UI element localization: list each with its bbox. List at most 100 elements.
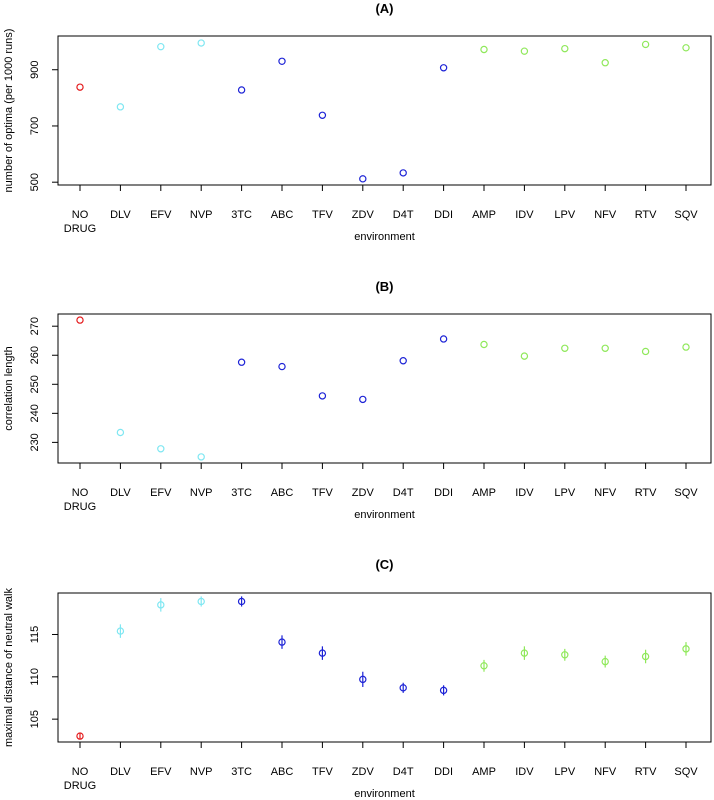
panel-3-xtick-label: RTV bbox=[635, 766, 657, 778]
panel-3-marker bbox=[318, 649, 327, 657]
panel-1-xtick-label: AMP bbox=[472, 209, 496, 221]
panel-3-xtick-label: LPV bbox=[554, 766, 575, 778]
panel-2-xtick-label-line: DDI bbox=[434, 487, 453, 499]
panel-3-point-ddi bbox=[439, 685, 448, 696]
panel-3-xtick-label: AMP bbox=[472, 766, 496, 778]
panel-3-point-nvp bbox=[197, 596, 205, 607]
panel-2-point-lpv bbox=[561, 344, 569, 352]
panel-3-point-d4t bbox=[399, 682, 407, 693]
panel-2-xtick-label-line: AMP bbox=[472, 487, 496, 499]
panel-2-marker bbox=[601, 344, 609, 352]
panel-2-xtick-label: D4T bbox=[393, 487, 414, 499]
panel-3-xtick-label-line: AMP bbox=[472, 766, 496, 778]
panel-1-point-tfv bbox=[318, 111, 327, 119]
panel-3-xtick-label-line: ZDV bbox=[352, 766, 375, 778]
panel-2-marker bbox=[561, 344, 569, 352]
panel-2-marker bbox=[197, 453, 205, 461]
panel-1-point-d4t bbox=[399, 169, 407, 177]
panel-1-xtick-label: ZDV bbox=[352, 209, 375, 221]
panel-3-marker bbox=[237, 597, 246, 606]
panel-2-xtick-label: AMP bbox=[472, 487, 496, 499]
panel-2-marker bbox=[682, 343, 690, 351]
panel-3-point-abc bbox=[278, 635, 286, 649]
panel-1-xtick-label-line: NVP bbox=[190, 209, 213, 221]
panel-1-xtick-label-line: 3TC bbox=[231, 209, 252, 221]
panel-2-xtick-label-line: DRUG bbox=[64, 501, 96, 513]
panel-1-xtick-label: SQV bbox=[674, 209, 698, 221]
panel-2-marker bbox=[399, 357, 407, 365]
panel-1-marker bbox=[601, 59, 609, 67]
panel-2-ytick-label: 230 bbox=[29, 433, 41, 451]
panel-1-xtick-label: DDI bbox=[434, 209, 453, 221]
panel-1-marker bbox=[561, 44, 569, 53]
panel-2-xtick-label-line: 3TC bbox=[231, 487, 252, 499]
panel-1-point-zdv bbox=[359, 175, 367, 183]
panel-2-marker bbox=[237, 358, 246, 366]
panel-1-marker bbox=[76, 83, 84, 91]
panel-3-xtick-label-line: DRUG bbox=[64, 780, 96, 792]
panel-2-xtick-label: SQV bbox=[674, 487, 698, 499]
panel-2-point-rtv bbox=[641, 347, 650, 356]
panel-2-marker bbox=[439, 335, 448, 343]
panel-3-xtick-label-line: ABC bbox=[271, 766, 294, 778]
panel-3-marker bbox=[641, 652, 650, 661]
panel-2-xtick-label: IDV bbox=[515, 487, 534, 499]
panel-2-point-abc bbox=[278, 362, 286, 371]
panel-3-xtick-label-line: EFV bbox=[150, 766, 172, 778]
panel-1-marker bbox=[157, 42, 165, 51]
panel-2-xtick-label-line: LPV bbox=[554, 487, 575, 499]
panel-1-xtick-label-line: DDI bbox=[434, 209, 453, 221]
panel-1-point-nvp bbox=[197, 39, 205, 47]
panel-1-xtick-label-line: NFV bbox=[594, 209, 617, 221]
panel-3-marker bbox=[197, 597, 205, 606]
panel-3-xtick-label-line: NO bbox=[72, 766, 89, 778]
panel-2-plot-frame bbox=[57, 313, 712, 464]
panel-3-marker bbox=[561, 651, 569, 659]
panel-3-xtick-label-line: 3TC bbox=[231, 766, 252, 778]
panel-1-marker bbox=[520, 47, 529, 55]
panel-2-xtick-label: RTV bbox=[635, 487, 657, 499]
panel-1-xtick-label: D4T bbox=[393, 209, 414, 221]
panel-1-xtick-label: LPV bbox=[554, 209, 575, 221]
panel-3-xtick-label: DDI bbox=[434, 766, 453, 778]
panel-1-xtick-label-line: EFV bbox=[150, 209, 172, 221]
panel-1-plot-frame bbox=[57, 35, 712, 186]
panel-3-point-efv bbox=[157, 598, 165, 612]
panel-1-xtick-label: ABC bbox=[271, 209, 294, 221]
panel-3-marker bbox=[682, 645, 690, 653]
panel-2-marker bbox=[641, 347, 650, 356]
panel-1-marker bbox=[641, 40, 650, 49]
panel-2-xtick-label: DLV bbox=[110, 487, 131, 499]
panel-3-marker bbox=[359, 675, 367, 684]
panel-1-y-axis-label: number of optima (per 1000 runs) bbox=[3, 29, 15, 193]
panel-1-ytick-label: 500 bbox=[29, 173, 41, 191]
panel-2-point-ddi bbox=[439, 335, 448, 343]
panel-3-xtick-label-line: DLV bbox=[110, 766, 131, 778]
panel-2-point-efv bbox=[157, 445, 165, 453]
panel-2-point-nvp bbox=[197, 453, 205, 461]
panel-3-ytick-label: 110 bbox=[29, 668, 41, 686]
panel-1-point-amp bbox=[480, 45, 488, 54]
panel-3-xtick-label-line: NFV bbox=[594, 766, 617, 778]
panel-1-point-3tc bbox=[237, 86, 246, 94]
panel-1-marker bbox=[237, 86, 246, 94]
panel-2-point-nfv bbox=[601, 344, 609, 352]
panel-2-xtick-label: EFV bbox=[150, 487, 172, 499]
panel-3-xtick-label: EFV bbox=[150, 766, 172, 778]
panel-3-marker bbox=[480, 662, 488, 670]
panel-3-point-rtv bbox=[641, 649, 650, 664]
panel-1: (A) NO DRUG DLV EFV NVP 3TC ABC TFV ZDV D4T DDI AMP I… bbox=[3, 1, 712, 243]
panel-3-xtick-label-line: DDI bbox=[434, 766, 453, 778]
panel-2-marker bbox=[359, 395, 367, 404]
panel-3-xtick-label: SQV bbox=[674, 766, 698, 778]
panel-3-marker bbox=[601, 657, 609, 666]
panel-1-xtick-label: NFV bbox=[594, 209, 617, 221]
panel-1-xtick-label-line: ZDV bbox=[352, 209, 375, 221]
panel-1-xtick-label: DLV bbox=[110, 209, 131, 221]
panel-1-point-abc bbox=[278, 57, 286, 66]
panel-2-ytick-label: 270 bbox=[29, 317, 41, 335]
panel-2-xtick-label-line: IDV bbox=[515, 487, 534, 499]
panel-2: (B) NO DRUG DLV EFV NVP 3TC ABC TFV ZDV D4T DDI AMP I… bbox=[3, 279, 712, 521]
panel-3-ytick-label: 105 bbox=[29, 710, 41, 728]
